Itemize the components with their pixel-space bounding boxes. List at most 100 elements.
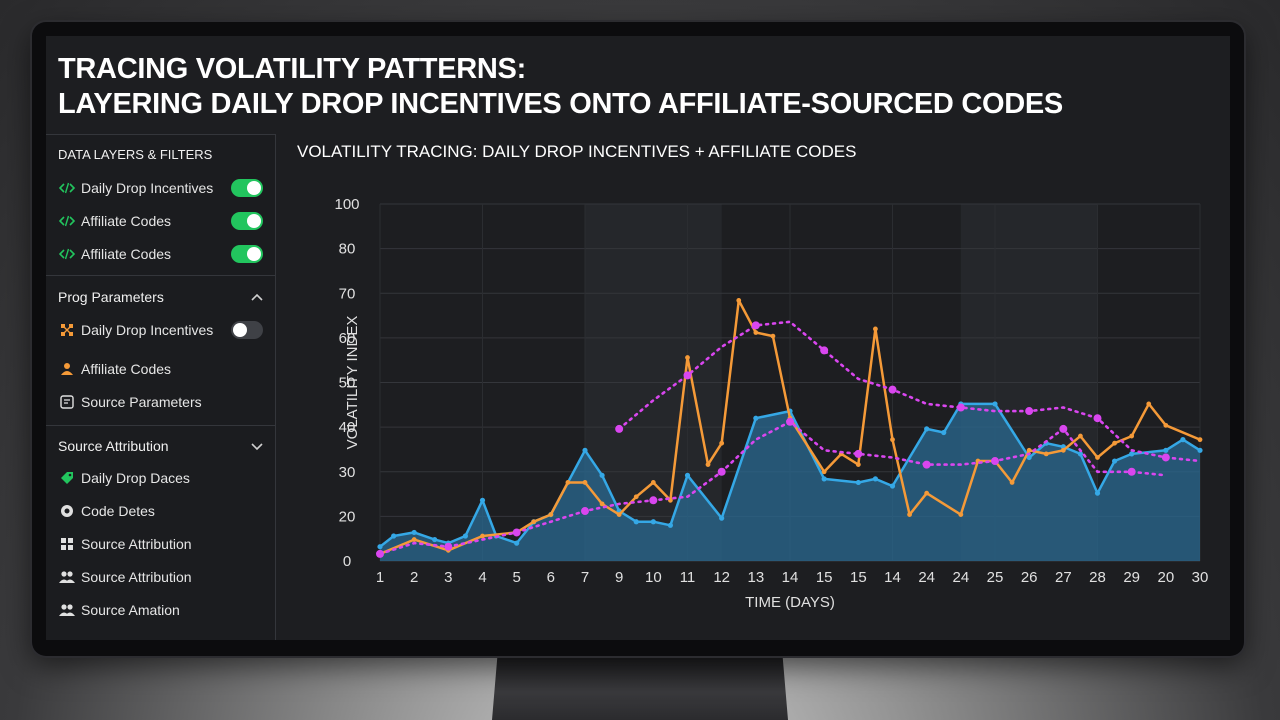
data-point [1180,437,1186,443]
data-point [462,533,469,539]
data-point [599,501,605,507]
user-icon [58,360,76,378]
data-point [1026,454,1032,461]
data-point [992,401,998,407]
data-point [922,460,931,469]
attr-label: Source Attribution [81,569,192,585]
param-row-affiliate-codes[interactable]: Affiliate Codes [58,357,263,381]
x-tick-label: 3 [444,569,452,586]
x-tick-label: 20 [1157,569,1174,586]
data-point [1060,447,1066,453]
data-point [599,472,605,478]
layer-toggle-daily-drop[interactable] [231,179,263,197]
data-point [1093,414,1102,423]
data-point [650,480,656,485]
headline-line-2: LAYERING DAILY DROP INCENTIVES ONTO AFFI… [58,88,1063,120]
layer-toggle-affiliate-codes[interactable] [231,212,263,230]
layer-label: Affiliate Codes [81,213,172,229]
data-point [411,529,417,536]
data-point [1112,440,1117,446]
data-point [633,494,639,500]
data-point [411,537,417,542]
chevron-up-icon[interactable] [251,290,263,304]
y-tick-label: 30 [339,464,356,481]
y-axis-label: VOLATILITY INDEX [344,316,361,450]
data-point [1127,467,1136,476]
data-point [889,483,896,489]
data-point [1129,451,1135,457]
layer-row-daily-drop[interactable]: Daily Drop Incentives [58,176,263,200]
data-point [1111,458,1118,464]
param-row-source-parameters[interactable]: Source Parameters [58,390,263,414]
data-point [633,519,639,525]
data-point [753,415,759,421]
x-tick-label: 12 [713,569,730,586]
x-tick-label: 24 [918,569,935,586]
monitor-stand [492,650,788,720]
data-point [872,476,879,482]
x-tick-label: 6 [547,569,555,586]
data-point [941,429,947,436]
x-tick-label: 9 [615,569,623,586]
code-icon [58,212,76,230]
data-point [924,426,930,432]
data-point [582,447,588,453]
data-point [1161,453,1170,462]
attr-row-source-amation[interactable]: Source Amation [58,598,263,622]
y-tick-label: 50 [339,375,356,392]
data-point [1129,433,1135,439]
data-point [888,385,897,394]
data-point [820,346,829,355]
headline-line-1: TRACING VOLATILITY PATTERNS: [58,53,526,85]
x-tick-label: 11 [680,569,696,586]
layer-row-affiliate-codes-2[interactable]: Affiliate Codes [58,242,263,266]
data-point [821,469,827,475]
data-point [1077,451,1084,457]
x-tick-label: 25 [987,569,1004,586]
x-tick-label: 28 [1089,569,1106,586]
x-tick-label: 10 [645,569,662,586]
data-point [616,512,622,517]
data-point [650,519,656,525]
data-point [958,512,964,517]
attr-row-source-attribution-2[interactable]: Source Attribution [58,565,263,589]
data-point [717,467,726,476]
data-point [1197,437,1203,443]
data-point [786,417,794,426]
data-point [705,462,711,468]
code-icon [58,179,76,197]
data-point [667,522,674,528]
series-line-1 [379,299,1201,556]
users-icon [58,568,76,586]
layer-row-affiliate-codes[interactable]: Affiliate Codes [58,209,263,233]
section-title-prog-parameters: Prog Parameters [58,289,164,305]
x-tick-label: 15 [850,569,867,586]
data-point [514,540,520,546]
attr-label: Daily Drop Daces [81,470,190,486]
layer-label: Affiliate Codes [81,246,172,262]
attr-row-source-attribution[interactable]: Source Attribution [58,532,263,556]
data-point [1009,480,1015,485]
data-point [1095,455,1100,460]
attr-row-daily-drop-daces[interactable]: Daily Drop Daces [58,466,263,490]
screen: TRACING VOLATILITY PATTERNS: LAYERING DA… [46,36,1230,640]
section-title-source-attribution: Source Attribution [58,438,169,454]
param-label: Affiliate Codes [81,361,172,377]
layer-toggle-affiliate-codes-2[interactable] [231,245,263,263]
data-point [1059,424,1068,433]
data-point [512,528,521,537]
data-point [736,297,742,303]
param-toggle-daily-drop[interactable] [231,321,263,339]
data-point [565,480,571,485]
nodes-icon [58,321,76,339]
data-point [821,476,827,482]
data-point [377,544,383,550]
y-tick-label: 70 [339,285,356,302]
data-point [1026,447,1032,453]
y-tick-label: 60 [339,330,356,347]
y-tick-label: 20 [339,508,356,525]
param-label: Daily Drop Incentives [81,322,214,338]
param-row-daily-drop[interactable]: Daily Drop Incentives [58,318,263,342]
chevron-down-icon[interactable] [251,440,263,454]
attr-row-code-detes[interactable]: Code Detes [58,499,263,523]
